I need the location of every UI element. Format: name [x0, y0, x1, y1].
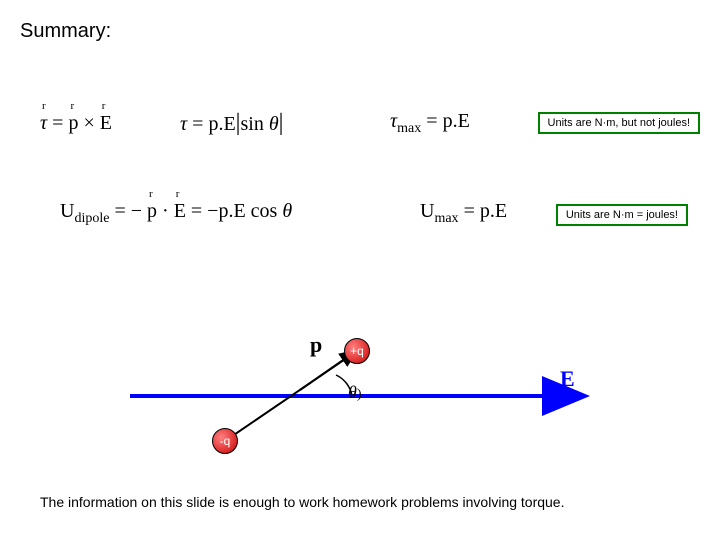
negative-charge: -q: [212, 428, 238, 454]
e-label: E: [560, 366, 575, 392]
equation-energy-dipole: Udipole = − r p · r E = −p.E cos θ: [60, 200, 340, 227]
diagram-svg: [100, 300, 600, 460]
equation-row-torque: r τ = r p × r E τ = p.E|sin θ| τmax = p.…: [40, 110, 510, 137]
positive-charge-label: +q: [350, 344, 364, 358]
dipole-diagram: +q -q p E θ): [100, 300, 600, 460]
equation-torque-max: τmax = p.E: [390, 110, 510, 137]
note-energy-units: Units are N·m = joules!: [556, 204, 688, 226]
theta-label: θ): [348, 382, 362, 403]
equation-torque-magnitude: τ = p.E|sin θ|: [180, 110, 330, 137]
slide-title: Summary:: [20, 20, 111, 43]
footer-text: The information on this slide is enough …: [40, 494, 565, 510]
equation-energy-max: Umax = p.E: [420, 200, 540, 227]
note-torque-units: Units are N·m, but not joules!: [538, 112, 700, 134]
equation-row-energy: Udipole = − r p · r E = −p.E cos θ Umax …: [60, 200, 540, 227]
negative-charge-label: -q: [220, 434, 231, 448]
p-label: p: [310, 332, 322, 358]
p-vector: [300, 358, 346, 390]
positive-charge: +q: [344, 338, 370, 364]
equation-torque-vector: r τ = r p × r E: [40, 112, 140, 135]
